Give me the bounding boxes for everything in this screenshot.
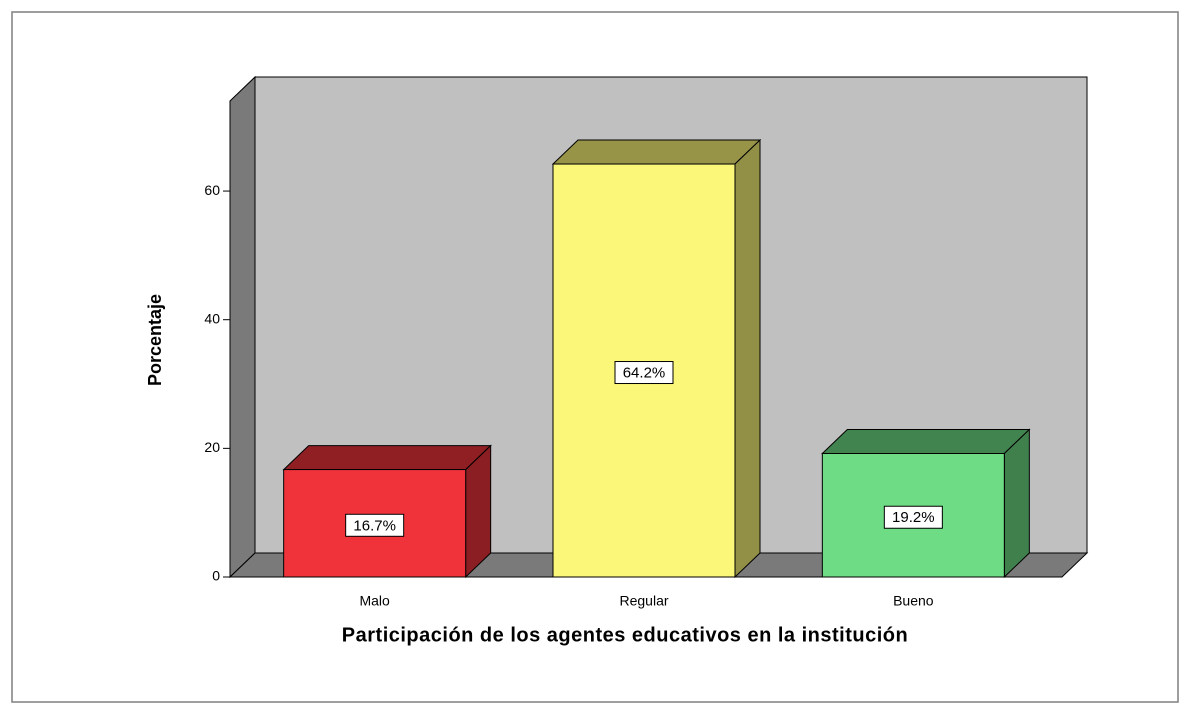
bar-top [282, 445, 492, 471]
value-label: 64.2% [623, 364, 666, 381]
x-tick-label: Bueno [893, 593, 934, 609]
y-tick-label: 20 [204, 439, 220, 455]
bar-top [551, 139, 762, 165]
bar-side [465, 444, 492, 579]
bar [551, 138, 762, 579]
bar-top [821, 428, 1031, 454]
y-tick-label: 40 [204, 310, 220, 326]
x-tick-label: Regular [619, 593, 668, 609]
x-tick-label: Malo [359, 593, 390, 609]
value-label: 19.2% [892, 509, 935, 526]
y-tick-label: 60 [204, 182, 220, 198]
bar-side [734, 138, 761, 579]
y-axis-title: Porcentaje [145, 294, 165, 386]
x-axis-title: Participación de los agentes educativos … [342, 624, 908, 646]
side-wall [229, 75, 256, 579]
value-label-box [883, 505, 943, 529]
bar-side [1003, 428, 1030, 579]
bar [282, 444, 492, 579]
bar [821, 428, 1031, 579]
value-label-box [614, 361, 674, 385]
value-label: 16.7% [353, 517, 396, 534]
y-tick-label: 0 [212, 568, 220, 584]
value-label-box [345, 513, 405, 537]
